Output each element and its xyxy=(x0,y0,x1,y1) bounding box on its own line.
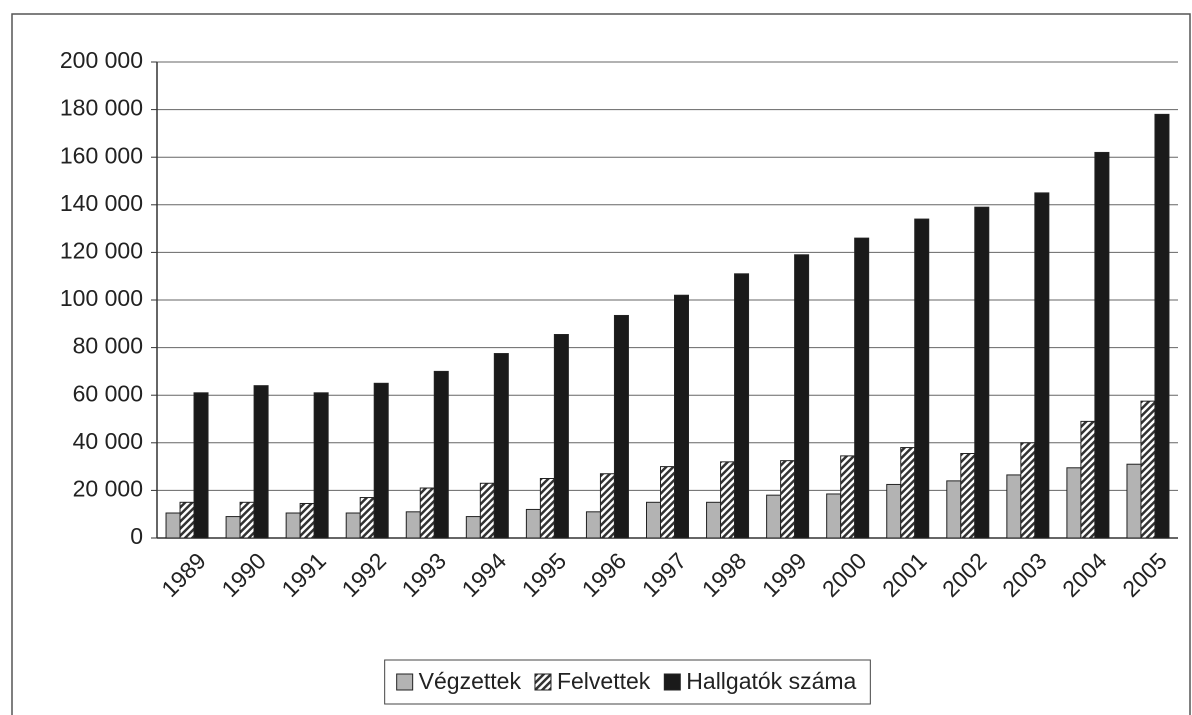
bar xyxy=(299,502,315,539)
bar xyxy=(239,501,255,539)
bar xyxy=(1154,113,1170,539)
bar xyxy=(766,494,782,539)
bar xyxy=(553,334,569,539)
bar xyxy=(840,455,856,539)
bar xyxy=(585,511,601,539)
y-tick-label: 200 000 xyxy=(60,47,143,73)
x-tick-label: 2002 xyxy=(937,547,992,602)
legend-label: Hallgatók száma xyxy=(686,668,856,694)
bar xyxy=(706,501,722,539)
bar xyxy=(613,314,629,539)
x-tick-label: 1999 xyxy=(757,547,812,602)
bar xyxy=(1066,467,1082,539)
bar xyxy=(193,392,209,539)
y-tick-label: 20 000 xyxy=(73,475,143,501)
bar xyxy=(794,254,810,539)
bar xyxy=(493,353,509,539)
x-tick-label: 1989 xyxy=(156,547,211,602)
bar xyxy=(179,501,195,539)
x-tick-label: 2003 xyxy=(997,547,1052,602)
bar xyxy=(1034,192,1050,539)
y-tick-label: 120 000 xyxy=(60,237,143,263)
legend-swatch xyxy=(396,673,414,691)
bar xyxy=(1126,463,1142,539)
y-tick-label: 180 000 xyxy=(60,95,143,121)
bar xyxy=(854,237,870,539)
bar xyxy=(886,483,902,539)
bar xyxy=(826,493,842,539)
bar xyxy=(674,294,689,539)
bar xyxy=(1020,442,1036,539)
bar xyxy=(720,461,736,539)
bar xyxy=(165,512,181,539)
x-tick-label: 2001 xyxy=(877,547,932,602)
bar xyxy=(225,516,241,539)
bar xyxy=(373,382,389,539)
bar xyxy=(960,453,976,539)
x-tick-label: 1998 xyxy=(697,547,752,602)
y-tick-label: 100 000 xyxy=(60,285,143,311)
y-tick-label: 80 000 xyxy=(73,333,143,359)
bar xyxy=(1140,400,1156,539)
y-tick-label: 60 000 xyxy=(73,380,143,406)
bar xyxy=(479,482,495,539)
bar xyxy=(974,206,990,539)
x-tick-label: 1994 xyxy=(457,547,512,602)
x-tick-label: 1995 xyxy=(517,547,572,602)
bar xyxy=(780,460,796,539)
bar xyxy=(345,512,361,539)
bar xyxy=(599,473,615,539)
bar xyxy=(419,487,435,539)
bar xyxy=(405,511,421,539)
bar xyxy=(525,508,541,539)
legend-swatch xyxy=(663,673,681,691)
x-tick-label: 1990 xyxy=(216,547,271,602)
bar xyxy=(253,385,269,539)
x-tick-label: 1997 xyxy=(637,547,692,602)
bar xyxy=(660,466,675,539)
y-tick-label: 160 000 xyxy=(60,142,143,168)
x-tick-label: 1993 xyxy=(397,547,452,602)
bar xyxy=(946,480,962,539)
bar xyxy=(1080,420,1096,539)
bar xyxy=(900,447,916,539)
chart-border xyxy=(11,13,1191,715)
y-tick-label: 0 xyxy=(130,523,143,549)
x-tick-label: 1996 xyxy=(577,547,632,602)
x-tick-label: 1992 xyxy=(336,547,391,602)
bar xyxy=(1094,151,1110,539)
legend-label: Végzettek xyxy=(419,668,522,694)
bar xyxy=(539,478,555,539)
legend-box xyxy=(384,659,871,705)
bar xyxy=(465,516,481,539)
legend-label: Felvettek xyxy=(557,668,651,694)
legend-swatch xyxy=(534,673,552,691)
x-tick-label: 2004 xyxy=(1057,547,1112,602)
bar xyxy=(433,370,449,539)
bar xyxy=(285,512,301,539)
bar xyxy=(646,501,661,539)
y-tick-label: 140 000 xyxy=(60,190,143,216)
bar xyxy=(359,497,375,539)
x-tick-label: 2005 xyxy=(1117,547,1172,602)
y-tick-label: 40 000 xyxy=(73,428,143,454)
bar xyxy=(734,273,750,539)
bar xyxy=(914,218,930,539)
bar xyxy=(1006,474,1022,539)
x-tick-label: 2000 xyxy=(817,547,872,602)
bar xyxy=(313,392,329,539)
x-tick-label: 1991 xyxy=(276,547,331,602)
